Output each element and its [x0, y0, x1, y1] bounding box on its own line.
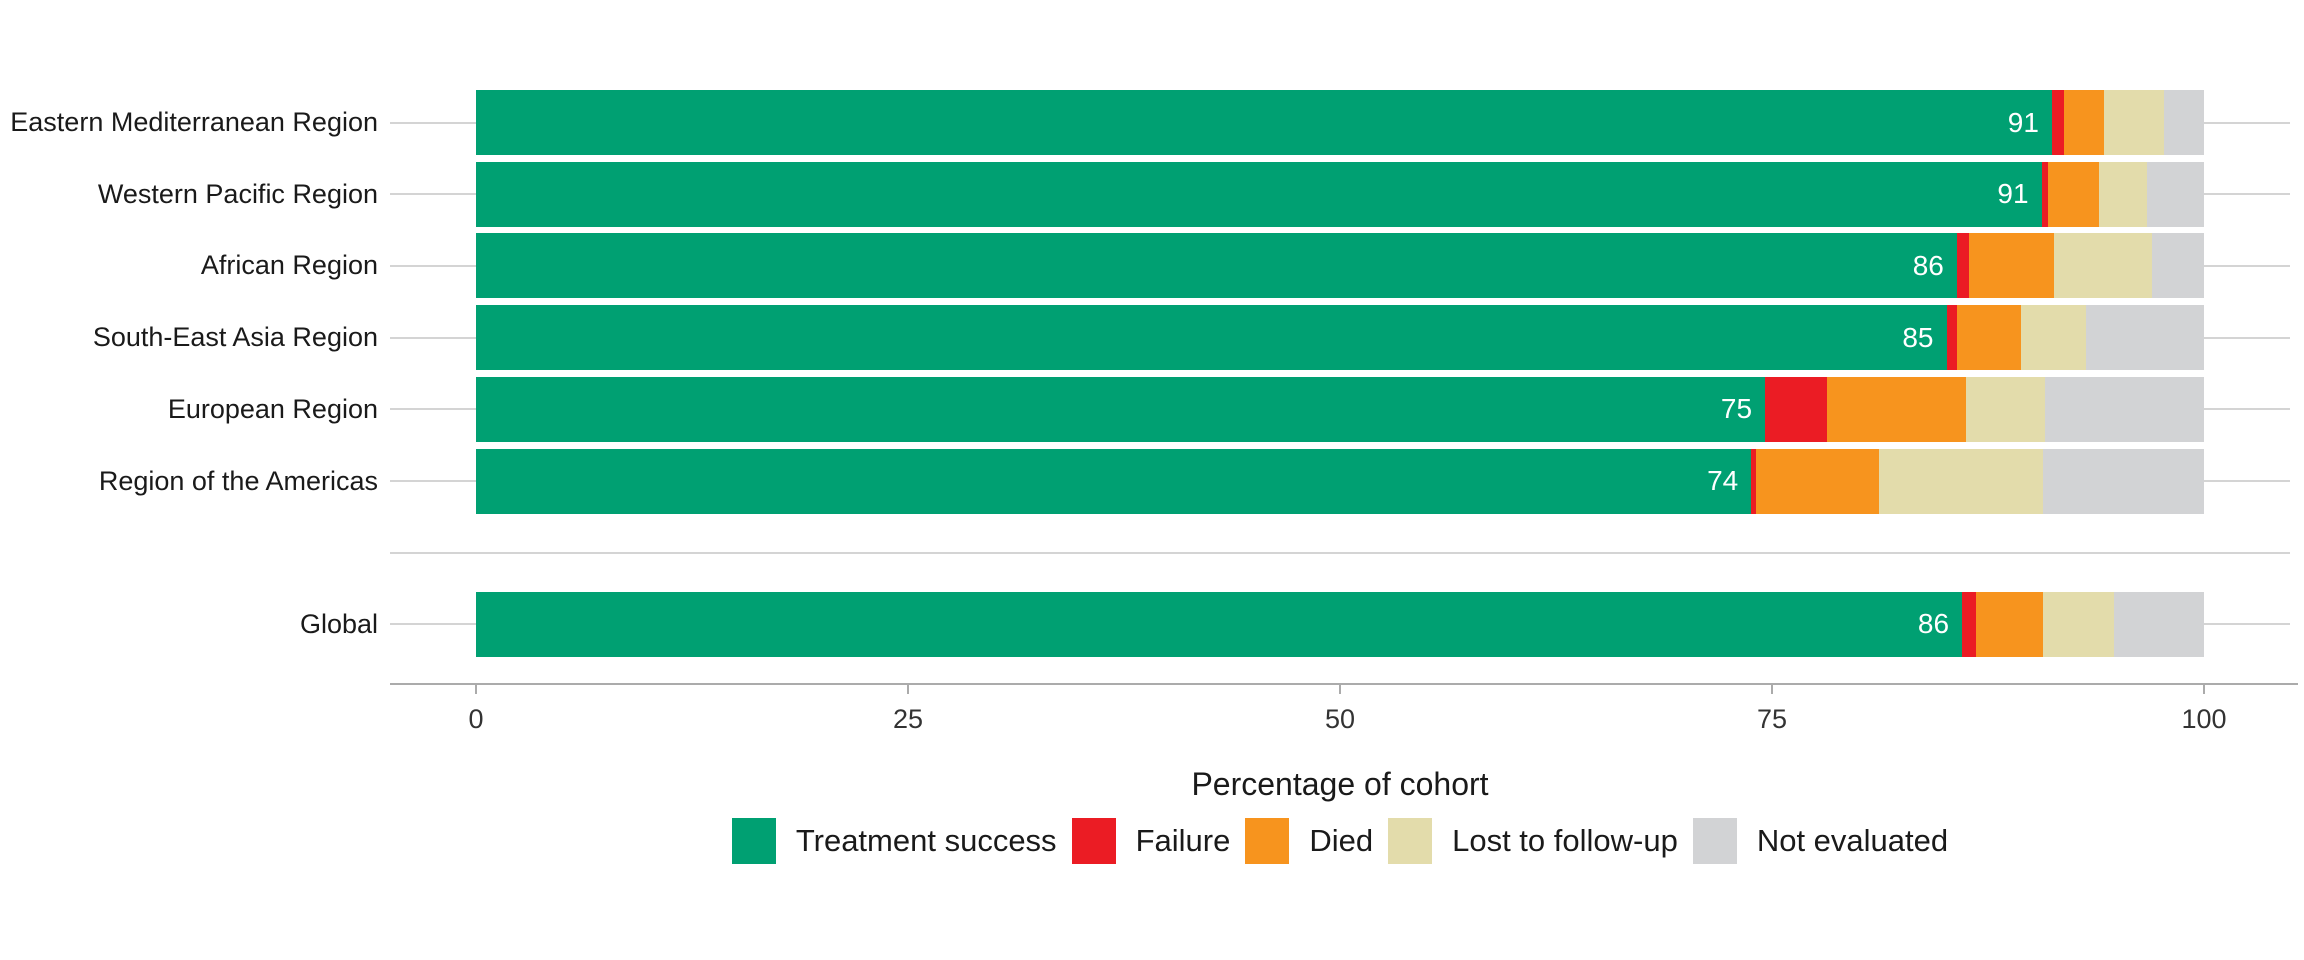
legend-label-failure: Failure: [1135, 823, 1231, 858]
x-tick-label: 50: [1324, 704, 1356, 734]
legend-key-treatment-success: [731, 818, 776, 864]
legend-item-not-evaluated: Not evaluated: [1692, 818, 1949, 864]
bar-segment-treatment-success: 85: [476, 305, 1947, 371]
bar-segment-treatment-success: 86: [476, 591, 1963, 657]
bar-segment-died: [2064, 90, 2104, 155]
legend-item-failure: Failure: [1071, 818, 1231, 864]
bar-row-european-region: 75: [476, 376, 2204, 442]
bar-value-label: 86: [1917, 608, 1950, 640]
bar-segment-died: [1756, 448, 1880, 514]
separator-gridline: [390, 551, 2290, 554]
legend-item-died: Died: [1245, 818, 1373, 864]
bar-segment-failure: [1765, 376, 1828, 442]
bar-segment-treatment-success: 74: [476, 448, 1752, 514]
bar-value-label: 91: [1997, 178, 2029, 210]
bar-segment-lost-to-follow-up: [1879, 448, 2044, 514]
bar-segment-not-evaluated: [2146, 161, 2204, 227]
bar-segment-died: [1968, 233, 2054, 299]
legend-label-not-evaluated: Not evaluated: [1756, 823, 1949, 858]
x-axis-title: Percentage of cohort: [1191, 766, 1489, 802]
bar-segment-lost-to-follow-up: [2098, 161, 2147, 227]
bar-segment-treatment-success: 91: [476, 90, 2052, 155]
bar-segment-treatment-success: 75: [476, 376, 1766, 442]
bar-value-label: 91: [2007, 106, 2039, 138]
x-tick-mark: [475, 685, 477, 694]
bar-segment-died: [1956, 305, 2021, 371]
bar-row-african-region: 86: [476, 233, 2204, 299]
x-tick-mark: [2203, 685, 2205, 694]
category-label-region-of-the-americas: Region of the Americas: [98, 465, 378, 496]
bar-segment-not-evaluated: [2045, 376, 2204, 442]
category-label-african-region: African Region: [200, 250, 378, 281]
bar-segment-died: [2048, 161, 2099, 227]
legend-key-lost-to-follow-up: [1388, 818, 1433, 864]
legend-label-lost-to-follow-up: Lost to follow-up: [1452, 823, 1678, 858]
legend-label-died: Died: [1309, 823, 1374, 858]
legend: Treatment success Failure Died Lost to foll…: [390, 818, 2290, 864]
bar-segment-not-evaluated: [2043, 448, 2204, 514]
category-label-eastern-mediterranean-region: Eastern Mediterranean Region: [10, 107, 378, 137]
bar-segment-failure: [2051, 90, 2065, 155]
x-tick-mark: [907, 685, 909, 694]
bar-row-eastern-mediterranean-region: 91: [476, 90, 2204, 155]
bar-segment-treatment-success: 91: [476, 161, 2042, 227]
x-tick-label: 100: [2181, 704, 2227, 734]
bar-segment-lost-to-follow-up: [1965, 376, 2045, 442]
legend-key-died: [1245, 818, 1290, 864]
bar-segment-failure: [1956, 233, 1969, 299]
bar-segment-not-evaluated: [2152, 233, 2204, 299]
category-label-south-east-asia-region: South-East Asia Region: [92, 322, 378, 353]
x-tick-mark: [1771, 685, 1773, 694]
bar-value-label: 86: [1912, 249, 1944, 281]
bar-segment-lost-to-follow-up: [2043, 591, 2115, 657]
category-label-western-pacific-region: Western Pacific Region: [97, 178, 378, 209]
legend-key-not-evaluated: [1692, 818, 1737, 864]
bar-row-western-pacific-region: 91: [476, 161, 2204, 227]
category-label-global: Global: [299, 608, 378, 639]
bar-segment-failure: [1962, 591, 1976, 657]
x-tick-label: 75: [1756, 704, 1788, 734]
bar-value-label: 85: [1902, 321, 1934, 353]
bar-segment-failure: [2041, 161, 2049, 227]
x-tick-mark: [1339, 685, 1341, 694]
bar-segment-not-evaluated: [2086, 305, 2204, 371]
bar-value-label: 74: [1707, 465, 1739, 496]
bar-row-region-of-the-americas: 74: [476, 448, 2204, 514]
x-tick-label: 0: [468, 704, 484, 734]
bar-segment-not-evaluated: [2164, 90, 2204, 155]
legend-item-lost-to-follow-up: Lost to follow-up: [1388, 818, 1678, 864]
bar-value-label: 75: [1720, 393, 1753, 425]
legend-label-treatment-success: Treatment success: [795, 823, 1057, 858]
legend-item-treatment-success: Treatment success: [731, 818, 1057, 864]
x-tick-label: 25: [892, 704, 924, 734]
bar-segment-treatment-success: 86: [476, 233, 1957, 299]
bar-segment-died: [1827, 376, 1966, 442]
bar-segment-lost-to-follow-up: [2103, 90, 2165, 155]
bar-segment-not-evaluated: [2114, 591, 2204, 657]
bar-segment-failure: [1751, 448, 1757, 514]
bar-row-global: 86: [476, 591, 2204, 657]
bar-segment-died: [1975, 591, 2044, 657]
x-axis-line: [390, 683, 2298, 685]
legend-key-failure: [1071, 818, 1116, 864]
bar-row-south-east-asia-region: 85: [476, 305, 2204, 371]
bar-segment-failure: [1946, 305, 1957, 371]
bar-segment-lost-to-follow-up: [2020, 305, 2087, 371]
category-label-european-region: European Region: [167, 393, 378, 424]
bar-segment-lost-to-follow-up: [2053, 233, 2153, 299]
